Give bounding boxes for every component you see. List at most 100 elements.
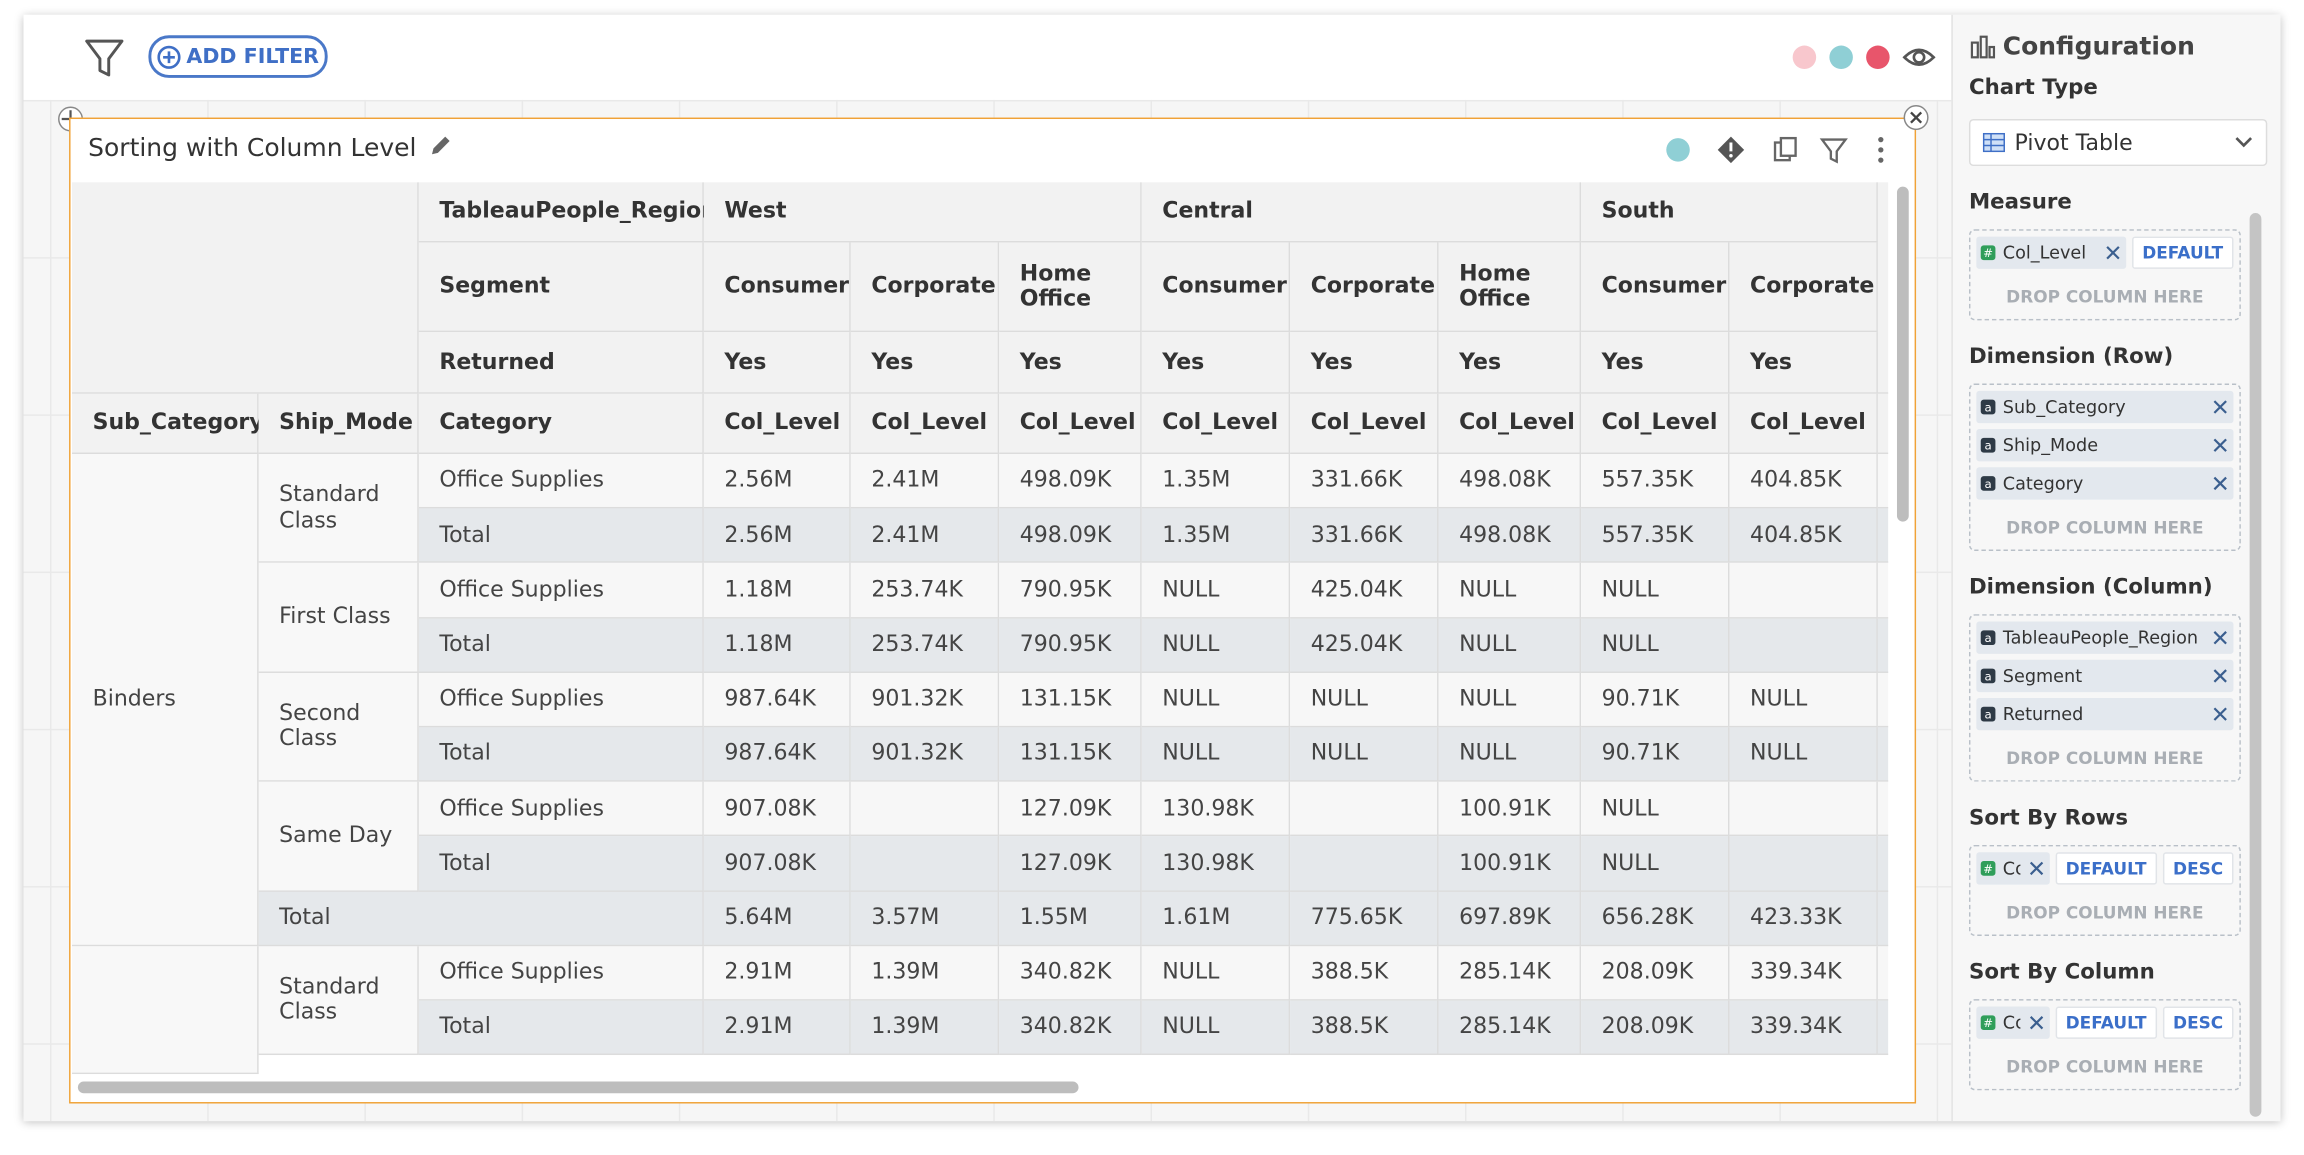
value-cell: 100.91K	[1438, 836, 1582, 892]
category-cell: Total	[418, 1000, 704, 1056]
value-cell: 790.95K	[999, 563, 1142, 618]
value-cell: NULL	[1141, 563, 1291, 618]
horizontal-scrollbar[interactable]	[77, 1081, 1079, 1094]
value-cell: 2.56M	[703, 508, 851, 564]
field-chip[interactable]: a Returned	[1976, 697, 2234, 731]
chevron	[2235, 137, 2253, 148]
remove-field[interactable]	[2027, 860, 2045, 878]
value-cell: 285.14K	[1438, 945, 1582, 1001]
total-cell: 5.64M	[703, 891, 851, 946]
field-chip[interactable]: a Ship_Mode	[1976, 429, 2234, 462]
filler-cell	[1877, 508, 1889, 564]
filler-cell	[1877, 836, 1889, 892]
measure-header: Col_Level	[1729, 393, 1878, 455]
plus-icon	[157, 44, 181, 69]
filler-cell	[1877, 727, 1889, 782]
field-type: a	[1980, 668, 1996, 684]
edit-icon[interactable]	[428, 132, 454, 158]
value-cell	[1729, 618, 1878, 673]
section-title: Dimension (Row)	[1968, 345, 2174, 369]
drop-zone: # Col_Level DEFAULT DROP COLUMN HERE	[1968, 229, 2241, 321]
filter-icon[interactable]	[82, 35, 126, 79]
remove-field[interactable]	[2211, 705, 2229, 723]
value-cell: 1.18M	[703, 618, 851, 673]
filler-cell	[1877, 945, 1889, 1001]
widget-actions[interactable]	[1657, 134, 1907, 166]
value-cell: 127.09K	[999, 836, 1142, 892]
field-chip[interactable]: # Col_Level	[1976, 852, 2050, 885]
value-cell: 253.74K	[850, 563, 1000, 618]
field-type: #	[1980, 245, 1996, 261]
value-cell: 901.32K	[850, 727, 1000, 782]
value-cell: 208.09K	[1581, 1000, 1730, 1056]
chart-type-select[interactable]: Pivot Table	[1968, 119, 2268, 167]
remove-field[interactable]	[2027, 1014, 2045, 1032]
measure-header: Col_Level	[850, 393, 1000, 455]
returned-header: Yes	[1438, 332, 1582, 394]
header-filler	[1877, 393, 1889, 455]
field-chip[interactable]: a TableauPeople_Region	[1976, 621, 2234, 654]
measure-header: Col_Level	[703, 393, 851, 455]
value-cell: 498.08K	[1438, 454, 1582, 509]
vertical-scrollbar[interactable]	[1896, 186, 1909, 522]
field-name: TableauPeople_Region	[2002, 627, 2199, 649]
sort-button[interactable]: DESC	[2162, 1006, 2234, 1039]
field-type: a	[1980, 399, 1996, 415]
remove-field[interactable]	[2211, 436, 2229, 454]
add-filter-button[interactable]: ADD FILTER	[148, 35, 328, 78]
ship-mode-cell: Standard Class	[258, 945, 419, 1056]
category-cell: Office Supplies	[418, 563, 704, 618]
sort-button[interactable]: DESC	[2162, 852, 2234, 885]
sort-button[interactable]: DEFAULT	[2131, 236, 2234, 269]
field-name: Ship_Mode	[2002, 434, 2099, 456]
value-cell: NULL	[1141, 1000, 1291, 1056]
drop-zone: a Sub_Category a Ship_Mode a Category DROP COL…	[1968, 383, 2241, 552]
segment-header: Home Office	[999, 242, 1142, 333]
segment-header: Corporate	[1290, 242, 1439, 333]
returned-header: Yes	[999, 332, 1142, 394]
value-cell: 100.91K	[1438, 781, 1582, 837]
status-dots	[1792, 45, 1936, 70]
header-label: Segment	[418, 242, 704, 333]
value-cell: 339.34K	[1729, 945, 1878, 1001]
config-content: Configuration Chart Type Pivot Table Mea…	[1968, 29, 2268, 1091]
field-row: a Category	[1976, 467, 2234, 500]
field-chip[interactable]: a Segment	[1976, 659, 2234, 693]
value-cell: 2.91M	[703, 1000, 851, 1056]
field-chip[interactable]: a Sub_Category	[1976, 390, 2234, 424]
segment-header: Consumer	[1581, 242, 1730, 333]
remove-field[interactable]	[2211, 398, 2229, 416]
remove-field[interactable]	[2211, 667, 2229, 685]
category-cell: Office Supplies	[418, 454, 704, 509]
ship-mode-cell: Same Day	[258, 781, 419, 892]
field-name: Col_Level	[2002, 1012, 2020, 1033]
sort-button[interactable]: DEFAULT	[2055, 1006, 2157, 1039]
field-chip[interactable]: # Col_Level	[1976, 236, 2127, 269]
sort-button[interactable]: DEFAULT	[2055, 852, 2157, 885]
value-cell: 130.98K	[1141, 781, 1291, 837]
remove-field[interactable]	[2211, 475, 2229, 493]
field-chip[interactable]: a Category	[1976, 467, 2234, 500]
field-chip[interactable]: # Col_Level	[1976, 1006, 2050, 1039]
header-corner	[72, 182, 419, 394]
close-widget[interactable]	[1903, 104, 1929, 131]
panel-scrollbar[interactable]	[2249, 213, 2262, 1117]
value-cell: NULL	[1438, 563, 1582, 618]
field-type: a	[1980, 706, 1996, 722]
remove-field[interactable]	[2211, 629, 2229, 647]
drop-hint: DROP COLUMN HERE	[2006, 747, 2204, 769]
header-label: Returned	[418, 332, 704, 394]
column-header: Category	[418, 393, 704, 455]
total-cell: 697.89K	[1438, 891, 1582, 946]
value-cell: NULL	[1729, 672, 1878, 728]
value-cell: 131.15K	[999, 727, 1142, 782]
value-cell: 1.39M	[850, 1000, 1000, 1056]
total-cell: 656.28K	[1581, 891, 1730, 946]
value-cell: 331.66K	[1290, 508, 1439, 564]
field-type: a	[1980, 630, 1996, 646]
returned-header: Yes	[1581, 332, 1730, 394]
remove-field[interactable]	[2104, 244, 2122, 262]
returned-header: Yes	[1141, 332, 1291, 394]
